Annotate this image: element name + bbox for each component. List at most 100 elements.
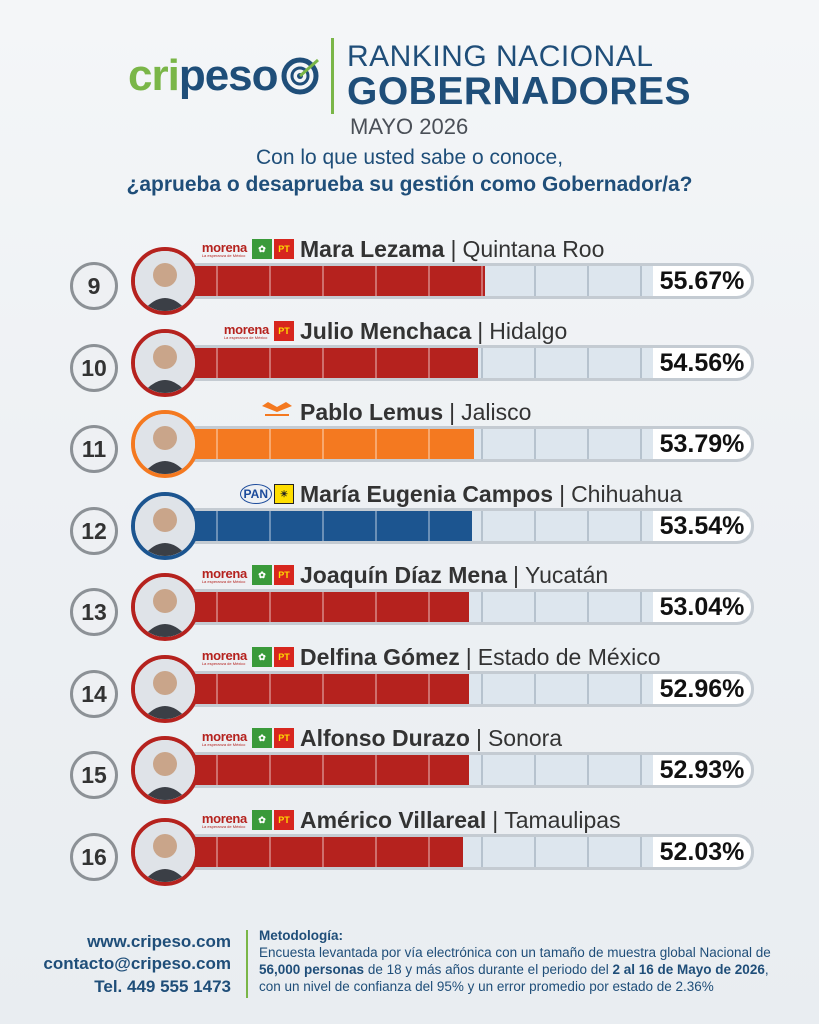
morena-logo-subtext: La esperanza de México — [201, 741, 246, 747]
rank-badge: 14 — [70, 670, 118, 718]
ranking-row: 10 54.56% morena La esperanza de México PT Ju… — [0, 314, 819, 397]
governor-state: Jalisco — [461, 398, 532, 425]
ranking-row: 16 52.03% morena La esperanza de México ✿ PT A… — [0, 803, 819, 886]
bar-track: 52.03% — [148, 834, 754, 870]
bar-fill — [151, 674, 469, 704]
morena-logo: morena La esperanza de México — [202, 567, 247, 584]
rank-badge: 12 — [70, 507, 118, 555]
rank-badge: 9 — [70, 262, 118, 310]
party-logos: morena La esperanza de México ✿ PT — [202, 647, 294, 667]
ranking-row: 11 53.79% Pablo Lemus | Jalisco — [0, 395, 819, 478]
bar-value-label: 53.04% — [653, 592, 751, 622]
governor-state: Tamaulipas — [504, 806, 621, 833]
methodology-text: de 18 y más años durante el periodo del — [364, 962, 613, 977]
party-logos: morena La esperanza de México ✿ PT — [202, 728, 294, 748]
bar-value-label: 52.03% — [653, 837, 751, 867]
mc-logo — [260, 398, 294, 426]
morena-logo-text: morena — [201, 565, 247, 581]
governor-name: Américo Villareal — [300, 806, 487, 833]
footer-phone: Tel. 449 555 1473 — [94, 977, 231, 996]
governor-photo — [131, 247, 199, 315]
governor-name: Mara Lezama — [300, 235, 445, 262]
person-icon — [135, 740, 195, 800]
bar-track: 55.67% — [148, 263, 754, 299]
party-logos: morena La esperanza de México PT — [224, 321, 294, 341]
morena-logo-subtext: La esperanza de México — [223, 334, 268, 340]
pt-logo: PT — [274, 728, 294, 748]
pan-logo: PAN — [239, 484, 272, 504]
bar-track: 54.56% — [148, 345, 754, 381]
bar-fill — [151, 348, 479, 378]
name-separator: | — [450, 235, 457, 262]
bar-fill — [151, 511, 473, 541]
governor-photo — [131, 573, 199, 641]
governor-state: Yucatán — [525, 561, 609, 588]
party-logos: morena La esperanza de México ✿ PT — [202, 239, 294, 259]
governor-name-line: morena La esperanza de México ✿ PT Mara Leza… — [202, 236, 605, 262]
morena-logo: morena La esperanza de México — [224, 323, 269, 340]
person-icon — [135, 251, 195, 311]
name-separator: | — [465, 643, 472, 670]
governor-photo — [131, 492, 199, 560]
bar-value-label: 52.96% — [653, 674, 751, 704]
methodology-sample: 56,000 personas — [259, 962, 365, 977]
rank-badge: 11 — [70, 425, 118, 473]
bar-track: 52.96% — [148, 671, 754, 707]
question-line2: ¿aprueba o desaprueba su gestión como Go… — [126, 173, 693, 196]
methodology-title: Metodología: — [259, 928, 343, 943]
morena-logo-text: morena — [201, 810, 247, 826]
pt-logo: PT — [274, 565, 294, 585]
question-line1: Con lo que usted sabe o conoce, — [255, 146, 564, 169]
governor-state: Chihuahua — [571, 480, 683, 507]
governor-photo — [131, 410, 199, 478]
methodology-line2: 56,000 personas de 18 y más años durante… — [259, 961, 799, 978]
name-separator: | — [477, 317, 484, 344]
footer-website[interactable]: www.cripeso.com — [87, 932, 231, 951]
bar-fill — [151, 837, 464, 867]
bar-fill — [151, 266, 486, 296]
morena-logo: morena La esperanza de México — [202, 812, 247, 829]
name-separator: | — [492, 806, 499, 833]
governor-name-line: morena La esperanza de México ✿ PT Joaquín D… — [202, 562, 608, 588]
morena-logo: morena La esperanza de México — [202, 649, 247, 666]
rank-badge: 10 — [70, 344, 118, 392]
governor-name-line: morena La esperanza de México ✿ PT Alfonso D… — [202, 725, 562, 751]
methodology-dates: 2 al 16 de Mayo de 2026 — [612, 962, 765, 977]
bar-value-label: 55.67% — [653, 266, 751, 296]
governor-name-line: Pablo Lemus | Jalisco — [260, 399, 531, 425]
bar-track: 53.79% — [148, 426, 754, 462]
verde-logo: ✿ — [252, 239, 272, 259]
person-icon — [135, 822, 195, 882]
logo-text-peso: peso — [178, 51, 279, 100]
governor-name: Joaquín Díaz Mena — [300, 561, 508, 588]
governor-photo — [131, 818, 199, 886]
methodology-line3: con un nivel de confianza del 95% y un e… — [259, 979, 714, 994]
ranking-row: 13 53.04% morena La esperanza de México ✿ PT J… — [0, 558, 819, 641]
morena-logo-text: morena — [201, 728, 247, 744]
party-logos: PAN ☀ — [239, 484, 294, 504]
cripeso-logo: cri peso — [128, 48, 320, 104]
bar-fill — [151, 755, 469, 785]
governor-name: Delfina Gómez — [300, 643, 460, 670]
person-icon — [135, 496, 195, 556]
person-icon — [135, 577, 195, 637]
verde-logo: ✿ — [252, 810, 272, 830]
bar-fill — [151, 592, 470, 622]
governor-name-line: PAN ☀ María Eugenia Campos | Chihuahua — [239, 480, 683, 507]
prd-logo: ☀ — [274, 484, 294, 504]
methodology-line1: Encuesta levantada por vía electrónica c… — [259, 945, 771, 960]
bar-track: 53.54% — [148, 508, 754, 544]
party-logos — [260, 398, 294, 426]
person-icon — [135, 414, 195, 474]
methodology: Metodología: Encuesta levantada por vía … — [259, 927, 799, 995]
pt-logo: PT — [274, 810, 294, 830]
bar-track: 52.93% — [148, 752, 754, 788]
header-title-line1: RANKING NACIONAL — [347, 40, 654, 73]
morena-logo: morena La esperanza de México — [202, 241, 247, 258]
governor-photo — [131, 329, 199, 397]
footer-email[interactable]: contacto@cripeso.com — [43, 954, 231, 973]
ranking-row: 12 53.54% PAN ☀ María Eugenia Campos | Chihuah… — [0, 477, 819, 560]
name-separator: | — [449, 398, 456, 425]
morena-logo-text: morena — [201, 647, 247, 663]
governor-state: Hidalgo — [489, 317, 568, 344]
